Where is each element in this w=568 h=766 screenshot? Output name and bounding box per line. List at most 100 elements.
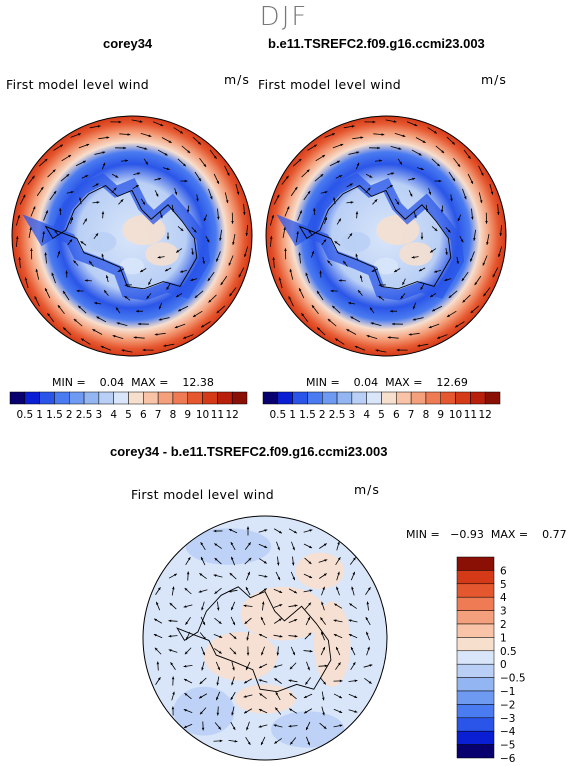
panel3-map-group xyxy=(142,515,388,761)
panel2-colorbar-tick-6: 4 xyxy=(363,409,370,421)
panel1-arrow xyxy=(24,277,29,289)
panel1-arrow xyxy=(47,169,56,178)
panel3-arrow xyxy=(304,557,312,565)
panel3-arrow xyxy=(198,693,208,699)
panel2-arrow xyxy=(343,125,355,129)
panel1-arrow xyxy=(27,175,35,185)
panel3-arrow xyxy=(320,631,326,641)
panel2-arrow xyxy=(327,318,337,327)
panel3-arrow xyxy=(229,632,237,640)
panel1-arrow xyxy=(146,293,152,300)
panel1-arrow xyxy=(220,275,228,286)
panel3-arrow xyxy=(288,604,298,608)
panel3-arrow xyxy=(258,724,268,728)
panel3-arrow xyxy=(273,528,283,534)
panel3-arrow xyxy=(289,692,297,700)
panel2-arrow xyxy=(329,160,341,167)
panel2-arrow xyxy=(416,167,424,171)
panel1-arrow xyxy=(140,198,146,205)
panel3-arrow xyxy=(351,586,355,596)
panel1-arrow xyxy=(245,224,249,236)
panel1-arrow xyxy=(38,158,48,167)
panel3-colorbar-tick-12: −4 xyxy=(500,726,516,738)
panel3-colorbar-box-14 xyxy=(456,744,495,759)
panel2-arrow xyxy=(413,211,417,219)
panel3-arrow xyxy=(183,678,193,684)
panel2-arrow xyxy=(298,252,301,264)
panel3-arrow xyxy=(336,541,340,551)
panel3-arrow xyxy=(318,559,328,563)
panel3-colorbar-box-7 xyxy=(456,650,495,665)
panel1-arrow xyxy=(93,232,99,240)
panel1-arrow xyxy=(157,255,165,259)
panel2-arrow xyxy=(315,154,326,162)
panel3-arrow xyxy=(155,587,161,595)
panel3-arrow xyxy=(335,646,341,656)
panel1-arrow xyxy=(82,218,88,225)
panel1-arrow xyxy=(118,198,124,205)
panel2-arrow xyxy=(431,226,438,232)
panel1-colorbar-tick-2: 1.5 xyxy=(46,409,63,421)
panel3-arrow xyxy=(333,724,343,728)
panel3-arrow xyxy=(275,691,281,701)
panel3-colorbar-tick-7: 0 xyxy=(500,659,507,671)
panel3-arrow xyxy=(243,708,253,714)
panel1-arrow xyxy=(103,289,109,296)
panel2-coastal-band xyxy=(276,173,465,301)
panel3-arrow xyxy=(168,573,178,579)
panel2-arrow xyxy=(313,208,316,216)
panel3-arrow xyxy=(229,647,237,655)
panel3-arrow xyxy=(349,557,357,565)
panel3-colorbar-tick-5: 1 xyxy=(500,632,507,644)
panel3-arrow xyxy=(155,601,161,611)
panel1-arrow xyxy=(15,236,19,248)
panel2-arrow xyxy=(462,294,471,303)
panel1-arrow xyxy=(42,231,45,243)
panel3-arrow xyxy=(319,722,327,730)
panel1-variable-label: First model level wind xyxy=(6,77,150,92)
panel1-arrow xyxy=(154,177,162,181)
panel3-map-border xyxy=(142,515,388,761)
panel1-map-border xyxy=(11,115,253,357)
panel1-colorbar-tick-13: 11 xyxy=(211,409,224,421)
panel2-arrow xyxy=(391,322,403,326)
panel1-arrow xyxy=(94,151,106,155)
panel2-arrow xyxy=(483,287,491,297)
panel2-colorbar-tick-10: 8 xyxy=(423,409,430,421)
panel1-arrow xyxy=(62,290,70,301)
panel2-arrow xyxy=(314,173,324,182)
panel3-arrow xyxy=(273,724,283,728)
panel2-arrow xyxy=(342,260,348,267)
panel2-arrow xyxy=(316,327,326,336)
panel3-arrow xyxy=(230,616,236,626)
panel1-arrow xyxy=(75,160,87,167)
panel3-arrow xyxy=(200,646,206,656)
panel3-variable-label: First model level wind xyxy=(131,487,275,502)
panel2-arrow xyxy=(482,255,488,266)
panel1-arrow xyxy=(191,227,197,233)
panel2-colorbar-tick-8: 6 xyxy=(393,409,400,421)
panel1-arrow xyxy=(215,251,221,262)
panel3-arrow xyxy=(276,646,280,656)
panel3-arrow xyxy=(245,586,251,596)
panel2-arrow xyxy=(316,290,324,301)
panel1-min-max: MIN = 0.04 MAX = 12.38 xyxy=(52,376,214,389)
panel3-arrow xyxy=(156,661,160,671)
panel3-arrow xyxy=(303,708,313,714)
panel2-arrow xyxy=(269,214,274,226)
panel1-arrow xyxy=(80,240,87,246)
panel3-arrow xyxy=(185,617,191,625)
panel1-arrow xyxy=(166,283,171,290)
panel3-arrow xyxy=(231,706,235,716)
panel3-arrow xyxy=(153,618,163,624)
panel3-colorbar-box-11 xyxy=(456,704,495,719)
panel3-arrow xyxy=(320,646,326,656)
panel1-arrow xyxy=(159,211,163,219)
panel3-arrow xyxy=(258,708,268,714)
panel2-colorbar-tick-13: 11 xyxy=(464,409,477,421)
panel1-arrow xyxy=(180,179,188,183)
panel2-arrow xyxy=(417,343,429,347)
panel3-arrow xyxy=(258,543,268,549)
panel1-arrow xyxy=(162,167,170,171)
